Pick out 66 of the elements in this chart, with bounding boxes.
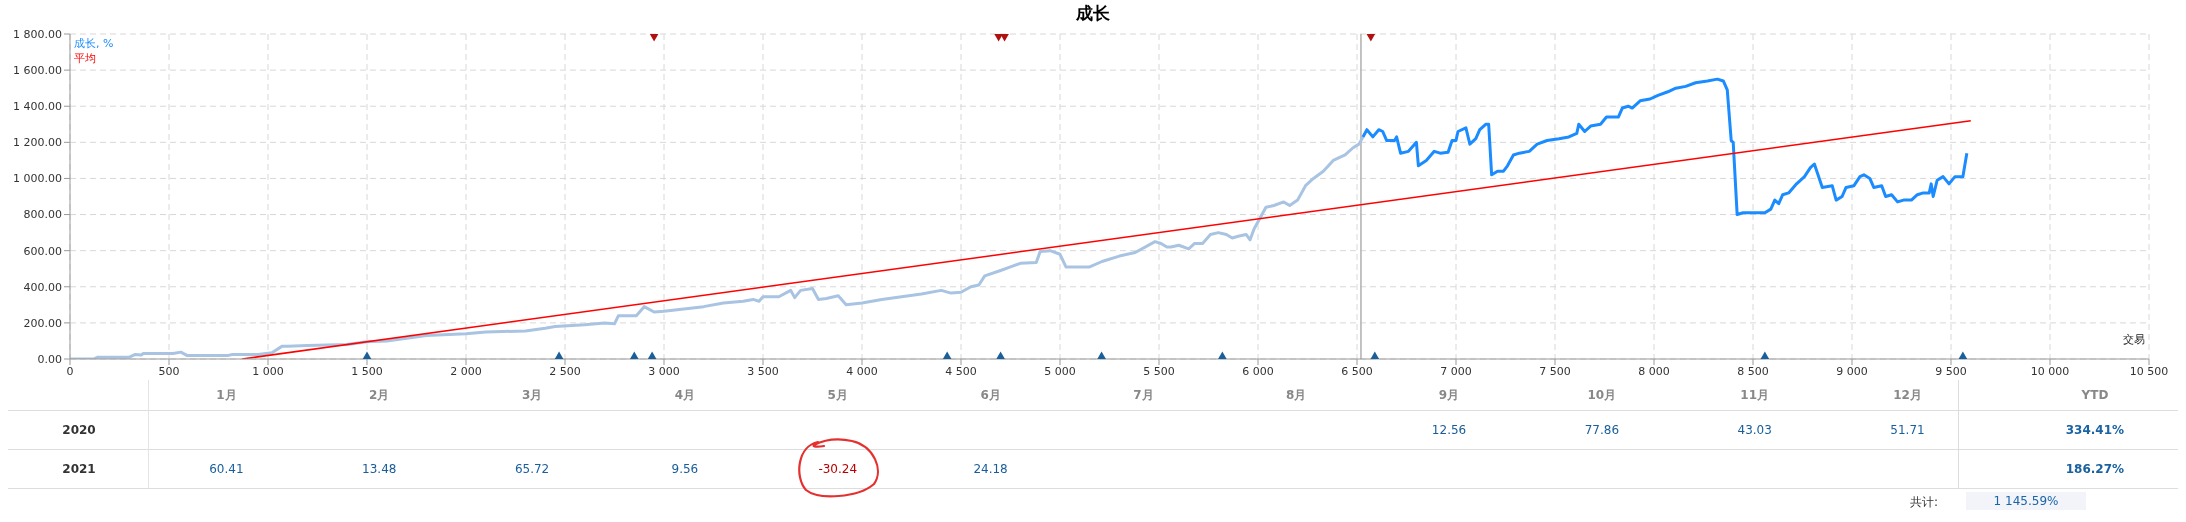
x-tick-label: 7月 [1132, 386, 1155, 404]
x-tick-label: 10 500 [2129, 364, 2169, 378]
y-tick-label: 1 600.00 [13, 64, 62, 78]
y-tick-label: 600.00 [23, 244, 62, 258]
x-tick-label: 500 [158, 364, 180, 378]
x-tick-label: 7 000 [1440, 364, 1472, 378]
y-tick-label: 2020 [61, 421, 97, 439]
data-label: 186.27% [2064, 460, 2126, 478]
data-label: 77.86 [1583, 421, 1621, 439]
text: 1 145.59% [1966, 492, 2086, 510]
x-tick-label: 9 000 [1836, 364, 1868, 378]
x-tick-label: 6月 [979, 386, 1002, 404]
x-tick-label: 12月 [1892, 386, 1923, 404]
x-tick-label: 9 500 [1935, 364, 1967, 378]
x-tick-label: 3月 [520, 386, 544, 404]
x-tick-label: 0 [66, 364, 74, 378]
x-tick-label: 6 500 [1341, 364, 1373, 378]
x-tick-label: 4 000 [846, 364, 878, 378]
data-label: 12.56 [1430, 421, 1468, 439]
data-label: 334.41% [2064, 421, 2126, 439]
y-tick-label: 1 000.00 [13, 172, 62, 186]
y-tick-label: 400.00 [23, 280, 62, 294]
chart-title: 成长 [1075, 2, 1111, 25]
text: 成长, % [74, 36, 114, 51]
data-label: 65.72 [513, 460, 551, 478]
x-tick-label: 8月 [1285, 386, 1308, 404]
x-tick-label: 5 500 [1143, 364, 1175, 378]
y-tick-label: 2021 [61, 460, 97, 478]
x-tick-label: 4 500 [945, 364, 977, 378]
x-tick-label: 1 000 [252, 364, 284, 378]
y-tick-label: 800.00 [23, 208, 62, 222]
data-label: 60.41 [208, 460, 245, 478]
x-tick-label: 8 500 [1737, 364, 1769, 378]
x-tick-label: 1 500 [351, 364, 383, 378]
x-tick-label: 7 500 [1539, 364, 1571, 378]
data-label: 51.71 [1889, 421, 1926, 439]
line-series [1361, 77, 1969, 217]
data-label: 43.03 [1736, 421, 1773, 439]
x-tick-label: 3 000 [648, 364, 680, 378]
x-tick-label: 9月 [1437, 386, 1461, 404]
x-tick-label: 5 000 [1044, 364, 1076, 378]
x-tick-label: 2 500 [549, 364, 581, 378]
y-tick-label: 1 200.00 [13, 136, 62, 150]
x-tick-label: 10 000 [2030, 364, 2070, 378]
x-tick-label: 4月 [673, 386, 697, 404]
x-tick-label: 2 000 [450, 364, 482, 378]
x-tick-label: 5月 [826, 386, 849, 404]
x-tick-label: 1月 [215, 386, 238, 404]
x-tick-label: 3 500 [747, 364, 779, 378]
text: 共计: [1908, 494, 1938, 511]
x-tick-label: 8 000 [1638, 364, 1670, 378]
x-tick-label: 2月 [368, 386, 391, 404]
y-tick-label: 200.00 [23, 316, 62, 330]
x-tick-label: YTD [2080, 387, 2110, 404]
y-tick-label: 1 400.00 [13, 100, 62, 114]
data-label: 24.18 [972, 460, 1009, 478]
y-tick-label: 0.00 [37, 352, 62, 366]
data-label: 13.48 [361, 460, 398, 478]
y-tick-label: 1 800.00 [13, 27, 62, 41]
x-tick-label: 11月 [1739, 386, 1771, 404]
x-axis-title: 交易 [2123, 332, 2145, 347]
x-tick-label: 10月 [1586, 386, 1618, 404]
text: 平均 [74, 51, 97, 66]
data-label: 9.56 [670, 460, 700, 478]
x-tick-label: 6 000 [1242, 364, 1274, 378]
data-label: -30.24 [817, 460, 859, 478]
